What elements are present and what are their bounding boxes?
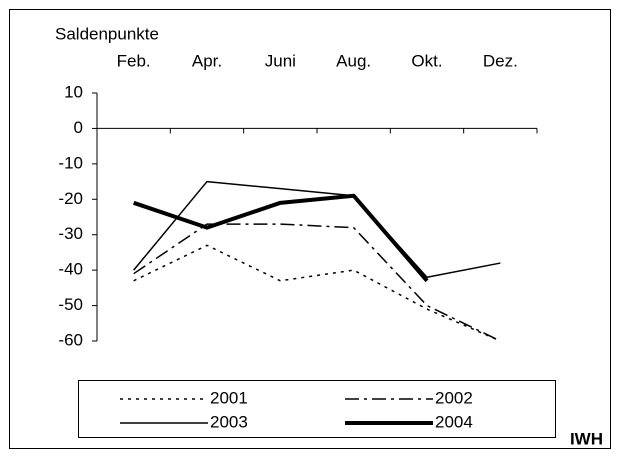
y-tick-label: -20	[58, 189, 83, 208]
y-tick-label: -30	[58, 224, 83, 243]
frame	[9, 9, 611, 449]
series-line	[133, 244, 501, 342]
y-tick-label: -50	[58, 295, 83, 314]
legend-label: 2001	[210, 388, 248, 407]
series-line	[133, 193, 429, 283]
source: IWH	[570, 429, 603, 448]
y-tick-label: 0	[74, 118, 83, 137]
legend-label: 2004	[435, 412, 473, 431]
legend-label: 2003	[210, 412, 248, 431]
x-tick-label: Okt.	[411, 51, 442, 70]
y-tick-label: -60	[58, 330, 83, 349]
x-tick-label: Dez.	[483, 51, 518, 70]
y-tick-label: 10	[64, 82, 83, 101]
x-tick-label: Feb.	[117, 51, 151, 70]
y-axis-label: Saldenpunkte	[55, 24, 159, 43]
y-tick-label: -10	[58, 153, 83, 172]
legend-box	[78, 380, 556, 438]
legend-label: 2002	[435, 388, 473, 407]
series-line	[133, 223, 501, 342]
x-tick-label: Juni	[265, 51, 296, 70]
x-tick-label: Aug.	[336, 51, 371, 70]
series-line	[133, 180, 501, 278]
x-tick-label: Apr.	[192, 51, 222, 70]
y-tick-label: -40	[58, 260, 83, 279]
